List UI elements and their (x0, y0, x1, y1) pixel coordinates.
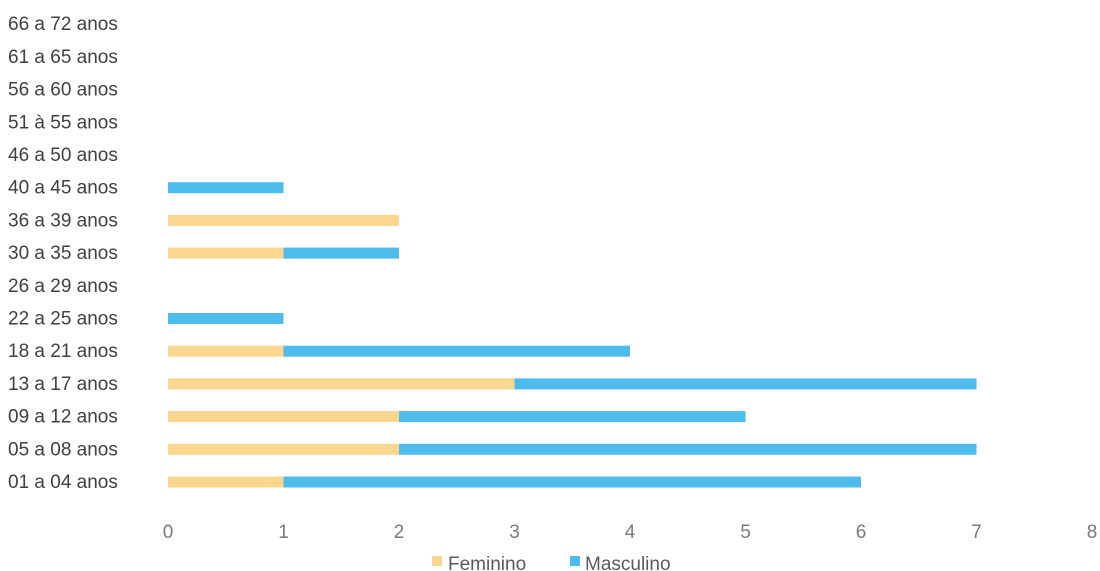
category-label-05-a-08-anos: 05 a 08 anos (8, 439, 118, 460)
bar-masculino-13-a-17-anos (514, 378, 977, 390)
legend-label-masculino: Masculino (585, 554, 671, 571)
bar-masculino-01-a-04-anos (283, 476, 861, 488)
x-tick-label-5: 5 (740, 522, 751, 543)
x-tick-label-8: 8 (1087, 522, 1098, 543)
bar-masculino-40-a-45-anos (168, 182, 284, 194)
category-label-09-a-12-anos: 09 a 12 anos (8, 407, 118, 428)
legend-swatch-feminino (432, 556, 442, 566)
category-label-13-a-17-anos: 13 a 17 anos (8, 374, 118, 395)
bar-feminino-09-a-12-anos (168, 411, 399, 423)
x-tick-label-0: 0 (163, 522, 174, 543)
category-label-46-a-50-anos: 46 a 50 anos (8, 145, 118, 166)
x-tick-label-7: 7 (971, 522, 982, 543)
x-tick-label-4: 4 (625, 522, 636, 543)
category-label-66-a-72-anos: 66 a 72 anos (8, 14, 118, 35)
bar-masculino-30-a-35-anos (283, 247, 399, 259)
legend-swatch-masculino (570, 556, 580, 566)
x-tick-label-3: 3 (509, 522, 520, 543)
category-label-51-a-55-anos: 51 à 55 anos (8, 112, 118, 133)
bar-feminino-30-a-35-anos (168, 247, 284, 259)
bar-feminino-13-a-17-anos (168, 378, 515, 390)
category-label-01-a-04-anos: 01 a 04 anos (8, 472, 118, 493)
category-label-40-a-45-anos: 40 a 45 anos (8, 178, 118, 199)
legend-label-feminino: Feminino (448, 554, 526, 571)
bar-masculino-05-a-08-anos (399, 443, 977, 455)
category-label-61-a-65-anos: 61 a 65 anos (8, 47, 118, 68)
category-label-22-a-25-anos: 22 a 25 anos (8, 309, 118, 330)
x-tick-label-2: 2 (394, 522, 405, 543)
bar-feminino-18-a-21-anos (168, 345, 284, 357)
x-tick-label-1: 1 (278, 522, 289, 543)
bar-feminino-05-a-08-anos (168, 443, 399, 455)
bar-feminino-36-a-39-anos (168, 214, 399, 226)
category-label-56-a-60-anos: 56 a 60 anos (8, 80, 118, 101)
bar-feminino-01-a-04-anos (168, 476, 284, 488)
x-tick-label-6: 6 (856, 522, 867, 543)
category-label-36-a-39-anos: 36 a 39 anos (8, 210, 118, 231)
bar-masculino-22-a-25-anos (168, 313, 284, 324)
category-labels: 01 a 04 anos 05 a 08 anos 09 a 12 anos 13 a… (8, 14, 118, 493)
bar-masculino-18-a-21-anos (283, 345, 630, 357)
category-label-26-a-29-anos: 26 a 29 anos (8, 276, 118, 297)
category-label-30-a-35-anos: 30 a 35 anos (8, 243, 118, 264)
category-label-18-a-21-anos: 18 a 21 anos (8, 341, 118, 362)
legend: Feminino Masculino (432, 554, 671, 571)
bars (168, 182, 977, 488)
x-axis-tick-labels: 0 1 2 3 4 5 6 7 8 (163, 522, 1098, 543)
bar-masculino-09-a-12-anos (399, 411, 746, 423)
